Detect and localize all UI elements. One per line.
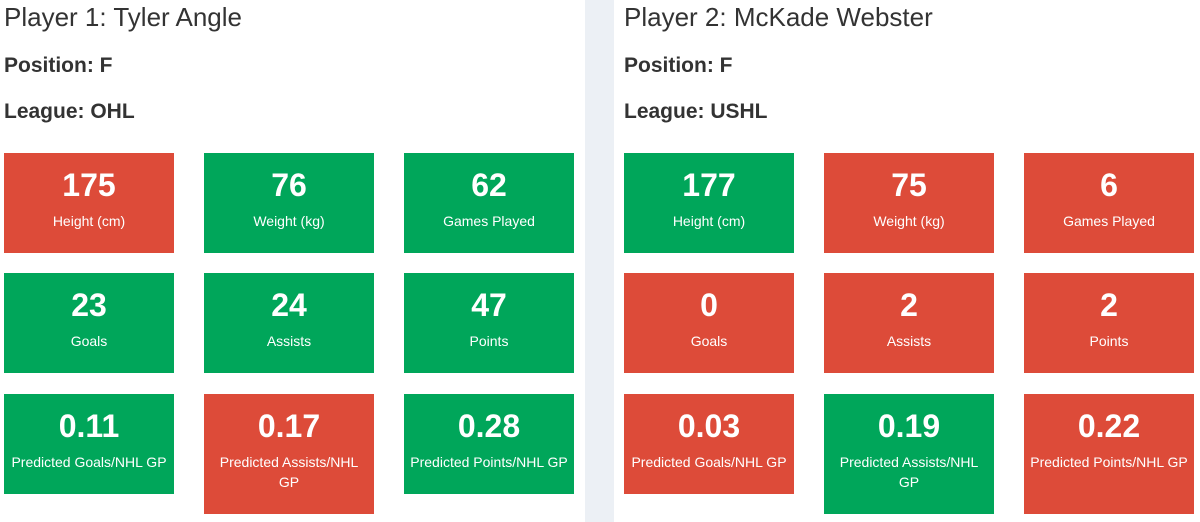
- player-1-goals-label: Goals: [70, 333, 108, 349]
- player-2-weight-value: 75: [891, 167, 927, 203]
- player-2-games-played-value: 6: [1100, 167, 1118, 203]
- player-2-goals-value: 0: [700, 287, 718, 323]
- player-2-pred-points-value: 0.22: [1077, 408, 1141, 444]
- player-2-pred-goals-box: 0.03 Predicted Goals/NHL GP: [624, 394, 794, 494]
- player-2-pred-goals-value: 0.03: [677, 408, 741, 444]
- player-2-points-label: Points: [1089, 333, 1129, 349]
- player-1-height-box: 175 Height (cm): [4, 153, 174, 253]
- player-1-pred-points-value: 0.28: [457, 408, 521, 444]
- player-1-height-value: 175: [62, 167, 116, 203]
- player-2-height-value: 177: [682, 167, 736, 203]
- player-1-pred-assists-box: 0.17 Predicted Assists/NHL GP: [204, 394, 374, 514]
- player-1-pred-assists-value: 0.17: [257, 408, 321, 444]
- player-2-pred-assists-label: Predicted Assists/NHL GP: [839, 454, 979, 490]
- player-1-goals-value: 23: [71, 287, 107, 323]
- player-1-assists-value: 24: [271, 287, 307, 323]
- player-1-position: Position: F: [4, 54, 113, 77]
- player-2-pred-points-box: 0.22 Predicted Points/NHL GP: [1024, 394, 1194, 514]
- player-2-title: Player 2: McKade Webster: [624, 2, 933, 32]
- player-2-weight-label: Weight (kg): [873, 213, 945, 229]
- player-1-pred-goals-box: 0.11 Predicted Goals/NHL GP: [4, 394, 174, 494]
- player-2-pred-assists-value: 0.19: [877, 408, 941, 444]
- player-2-games-played-box: 6 Games Played: [1024, 153, 1194, 253]
- player-2-goals-box: 0 Goals: [624, 273, 794, 373]
- player-2-league: League: USHL: [624, 100, 768, 123]
- player-2-games-played-label: Games Played: [1063, 213, 1155, 229]
- player-1-weight-box: 76 Weight (kg): [204, 153, 374, 253]
- player-1-assists-label: Assists: [266, 333, 312, 349]
- player-1-goals-box: 23 Goals: [4, 273, 174, 373]
- player-1-points-value: 47: [471, 287, 507, 323]
- player-2-position: Position: F: [624, 54, 733, 77]
- player-2-height-label: Height (cm): [672, 213, 746, 229]
- player-2-pred-goals-label: Predicted Goals/NHL GP: [631, 454, 787, 470]
- player-1-pred-goals-value: 0.11: [58, 408, 120, 444]
- player-1-games-played-value: 62: [471, 167, 507, 203]
- player-2-height-box: 177 Height (cm): [624, 153, 794, 253]
- player-2-points-value: 2: [1100, 287, 1118, 323]
- player-2-panel: Player 2: McKade Webster Position: F Lea…: [614, 0, 1200, 522]
- player-1-assists-box: 24 Assists: [204, 273, 374, 373]
- player-1-pred-assists-label: Predicted Assists/NHL GP: [219, 454, 359, 490]
- player-2-assists-value: 2: [900, 287, 918, 323]
- player-1-league: League: OHL: [4, 100, 135, 123]
- player-2-pred-assists-box: 0.19 Predicted Assists/NHL GP: [824, 394, 994, 514]
- player-2-points-box: 2 Points: [1024, 273, 1194, 373]
- player-1-weight-label: Weight (kg): [253, 213, 325, 229]
- player-1-weight-value: 76: [271, 167, 307, 203]
- player-1-points-box: 47 Points: [404, 273, 574, 373]
- player-1-points-label: Points: [469, 333, 509, 349]
- player-2-pred-points-label: Predicted Points/NHL GP: [1030, 454, 1188, 470]
- player-2-assists-box: 2 Assists: [824, 273, 994, 373]
- player-1-title: Player 1: Tyler Angle: [4, 2, 242, 32]
- player-2-weight-box: 75 Weight (kg): [824, 153, 994, 253]
- player-1-pred-points-box: 0.28 Predicted Points/NHL GP: [404, 394, 574, 494]
- player-2-goals-label: Goals: [690, 333, 728, 349]
- player-1-height-label: Height (cm): [52, 213, 126, 229]
- player-2-assists-label: Assists: [886, 333, 932, 349]
- player-1-games-played-box: 62 Games Played: [404, 153, 574, 253]
- player-1-panel: Player 1: Tyler Angle Position: F League…: [0, 0, 585, 522]
- player-1-pred-goals-label: Predicted Goals/NHL GP: [11, 454, 167, 470]
- player-1-games-played-label: Games Played: [443, 213, 535, 229]
- player-1-pred-points-label: Predicted Points/NHL GP: [410, 454, 568, 470]
